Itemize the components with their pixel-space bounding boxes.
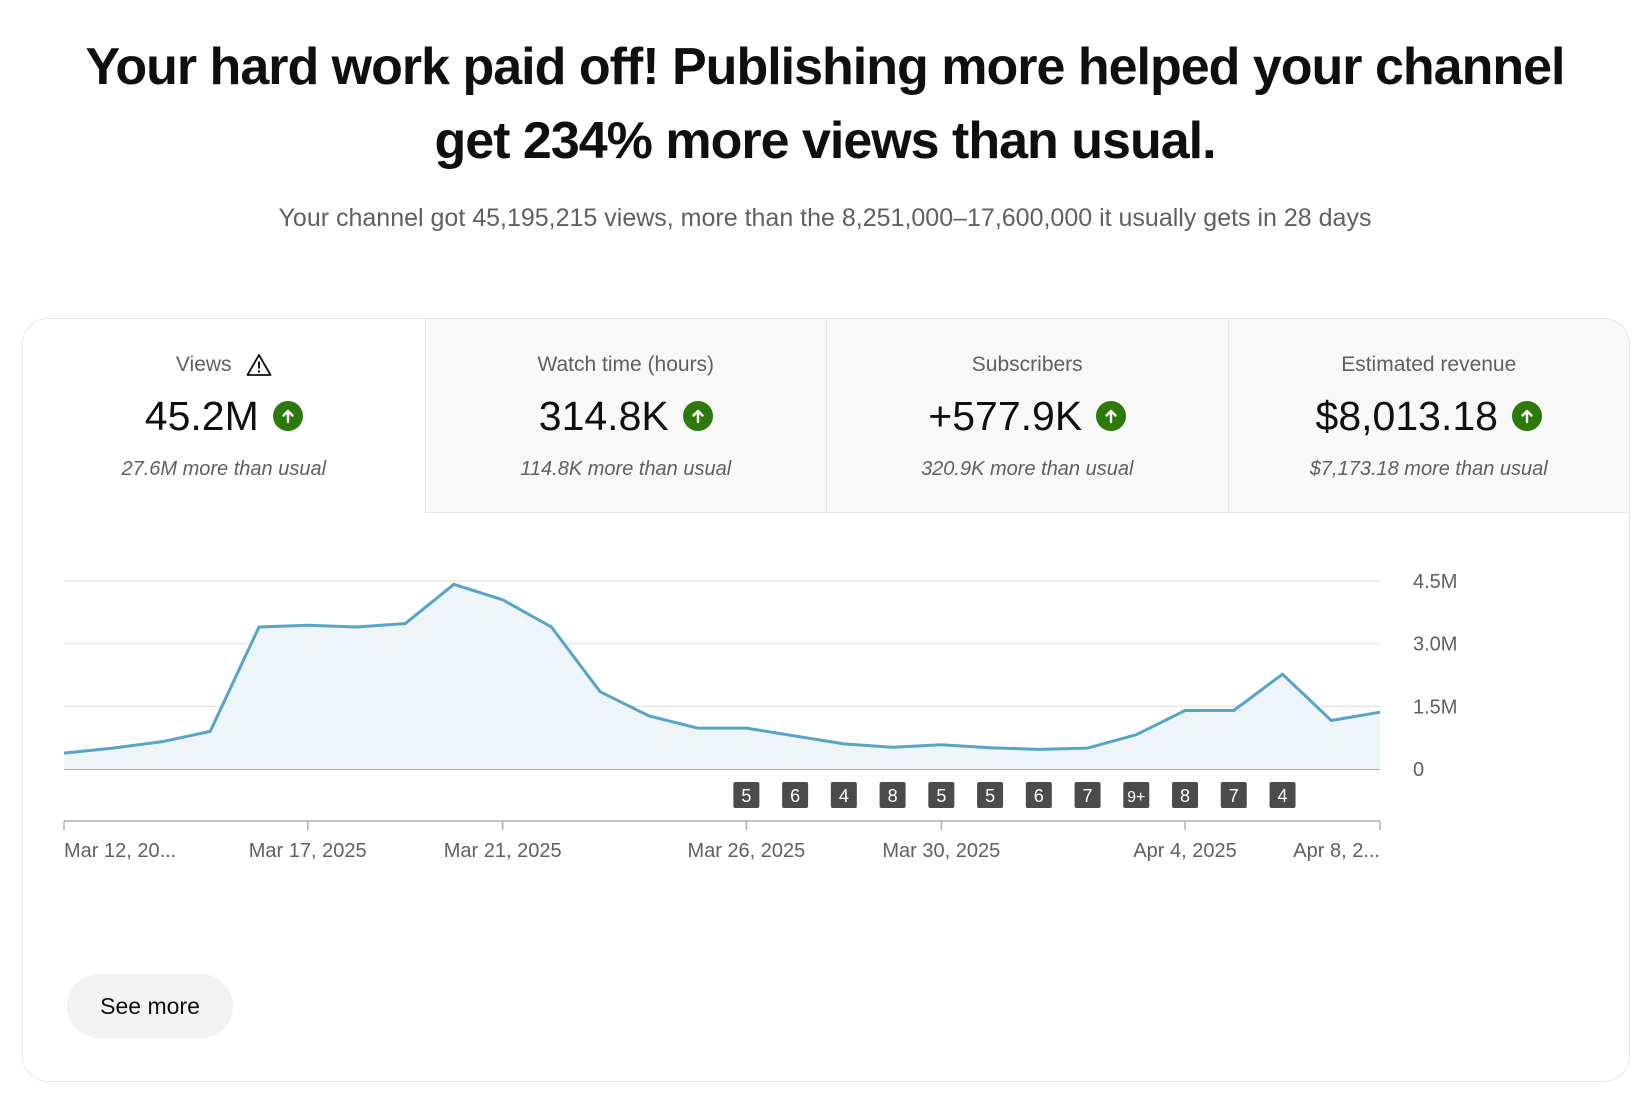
upload-marker bbox=[1172, 782, 1199, 808]
tab-views[interactable]: Views 45.2M 27.6M more than usual bbox=[23, 319, 425, 513]
upload-marker-label: 5 bbox=[741, 786, 751, 806]
x-tick-label: Apr 8, 2... bbox=[1293, 840, 1380, 862]
arrow-up-icon bbox=[1511, 401, 1542, 431]
data-point bbox=[256, 624, 261, 629]
upload-marker bbox=[1269, 782, 1296, 808]
data-point bbox=[598, 689, 603, 694]
upload-marker-label: 8 bbox=[1180, 786, 1190, 806]
data-point bbox=[841, 741, 846, 746]
upload-marker bbox=[733, 782, 760, 808]
upload-marker-label: 5 bbox=[985, 786, 995, 806]
y-tick-label: 0 bbox=[1413, 759, 1424, 781]
data-point bbox=[403, 621, 408, 626]
upload-marker-label: 7 bbox=[1229, 786, 1239, 806]
upload-marker bbox=[1025, 782, 1052, 808]
tab-value: 314.8K bbox=[538, 392, 669, 439]
data-point bbox=[62, 751, 67, 756]
x-tick-label: Apr 4, 2025 bbox=[1133, 840, 1236, 862]
data-point bbox=[1036, 747, 1041, 752]
data-point bbox=[1085, 746, 1090, 751]
upload-marker bbox=[1220, 782, 1247, 808]
tab-watch-time[interactable]: Watch time (hours) 314.8K 114.8K more th… bbox=[424, 319, 826, 513]
upload-marker-label: 8 bbox=[888, 786, 898, 806]
data-point bbox=[1231, 708, 1236, 713]
arrow-up-icon bbox=[272, 401, 303, 431]
data-point bbox=[1183, 708, 1188, 713]
warning-icon[interactable] bbox=[246, 353, 272, 377]
tab-label: Subscribers bbox=[971, 353, 1083, 376]
data-point bbox=[1134, 732, 1139, 737]
tab-subscribers[interactable]: Subscribers +577.9K 320.9K more than usu… bbox=[826, 319, 1228, 513]
data-point bbox=[1378, 710, 1383, 715]
upload-marker bbox=[879, 782, 906, 808]
see-more-button[interactable]: See more bbox=[67, 974, 233, 1038]
arrow-up-icon bbox=[1096, 401, 1127, 431]
data-point bbox=[354, 624, 359, 629]
upload-marker-label: 7 bbox=[1083, 786, 1093, 806]
analytics-card: Views 45.2M 27.6M more than usual bbox=[22, 318, 1630, 1082]
arrow-up-icon bbox=[682, 401, 713, 431]
data-point bbox=[939, 742, 944, 747]
views-area bbox=[64, 584, 1380, 769]
data-point bbox=[1280, 672, 1285, 677]
data-point bbox=[159, 739, 164, 744]
summary-text: Your channel got 45,195,215 views, more … bbox=[278, 204, 1372, 232]
tab-comparison: 320.9K more than usual bbox=[921, 458, 1134, 480]
upload-marker-label: 6 bbox=[1034, 786, 1044, 806]
data-point bbox=[549, 624, 554, 629]
tab-label: Watch time (hours) bbox=[537, 353, 715, 376]
tab-value: 45.2M bbox=[144, 392, 259, 439]
metric-tabs: Views 45.2M 27.6M more than usual bbox=[23, 319, 1629, 513]
tab-label: Estimated revenue bbox=[1341, 353, 1517, 376]
tab-comparison: 114.8K more than usual bbox=[520, 458, 732, 480]
y-tick-label: 3.0M bbox=[1413, 634, 1457, 656]
data-point bbox=[110, 746, 115, 751]
upload-marker-label: 5 bbox=[936, 786, 946, 806]
upload-marker-label: 4 bbox=[839, 786, 849, 806]
y-tick-label: 4.5M bbox=[1413, 571, 1457, 593]
headline-line-1: Your hard work paid off! Publishing more… bbox=[85, 38, 1566, 96]
tab-label: Views bbox=[175, 353, 232, 376]
upload-marker-label: 4 bbox=[1278, 786, 1288, 806]
data-point bbox=[500, 597, 505, 602]
tab-value: +577.9K bbox=[928, 392, 1083, 439]
upload-marker-label: 9+ bbox=[1127, 789, 1145, 806]
tab-comparison: 27.6M more than usual bbox=[121, 458, 327, 480]
data-point bbox=[744, 726, 749, 731]
x-tick-label: Mar 17, 2025 bbox=[249, 840, 367, 862]
views-series-line bbox=[63, 582, 1381, 755]
x-tick-label: Mar 30, 2025 bbox=[882, 840, 1000, 862]
upload-marker bbox=[782, 782, 809, 808]
data-point bbox=[451, 582, 456, 587]
y-tick-label: 1.5M bbox=[1413, 696, 1457, 718]
data-point bbox=[208, 729, 213, 734]
x-tick-label: Mar 12, 20... bbox=[64, 840, 176, 862]
x-tick-label: Mar 21, 2025 bbox=[444, 840, 562, 862]
tab-estimated-revenue[interactable]: Estimated revenue $8,013.18 $7,173.18 mo… bbox=[1227, 319, 1629, 513]
tab-comparison: $7,173.18 more than usual bbox=[1309, 458, 1548, 480]
upload-marker-label: 6 bbox=[790, 786, 800, 806]
data-point bbox=[988, 745, 993, 750]
data-point bbox=[646, 713, 651, 718]
headline: Your hard work paid off! Publishing more… bbox=[0, 30, 1650, 178]
data-point bbox=[1329, 718, 1334, 723]
upload-marker bbox=[830, 782, 857, 808]
tab-value: $8,013.18 bbox=[1315, 392, 1498, 439]
data-point bbox=[793, 733, 798, 738]
upload-marker bbox=[977, 782, 1004, 808]
x-tick-label: Mar 26, 2025 bbox=[687, 840, 805, 862]
upload-marker bbox=[1074, 782, 1101, 808]
data-point bbox=[890, 745, 895, 750]
upload-marker bbox=[928, 782, 955, 808]
data-point bbox=[305, 623, 310, 628]
data-point bbox=[695, 726, 700, 731]
upload-marker bbox=[1123, 782, 1150, 808]
headline-line-2: get 234% more views than usual. bbox=[434, 112, 1216, 170]
views-line-chart: 4.5M 3.0M 1.5M 0 5 6 4 8 5 5 6 7 9+ 8 7 4 Mar 12, 20... M… bbox=[62, 571, 1457, 862]
